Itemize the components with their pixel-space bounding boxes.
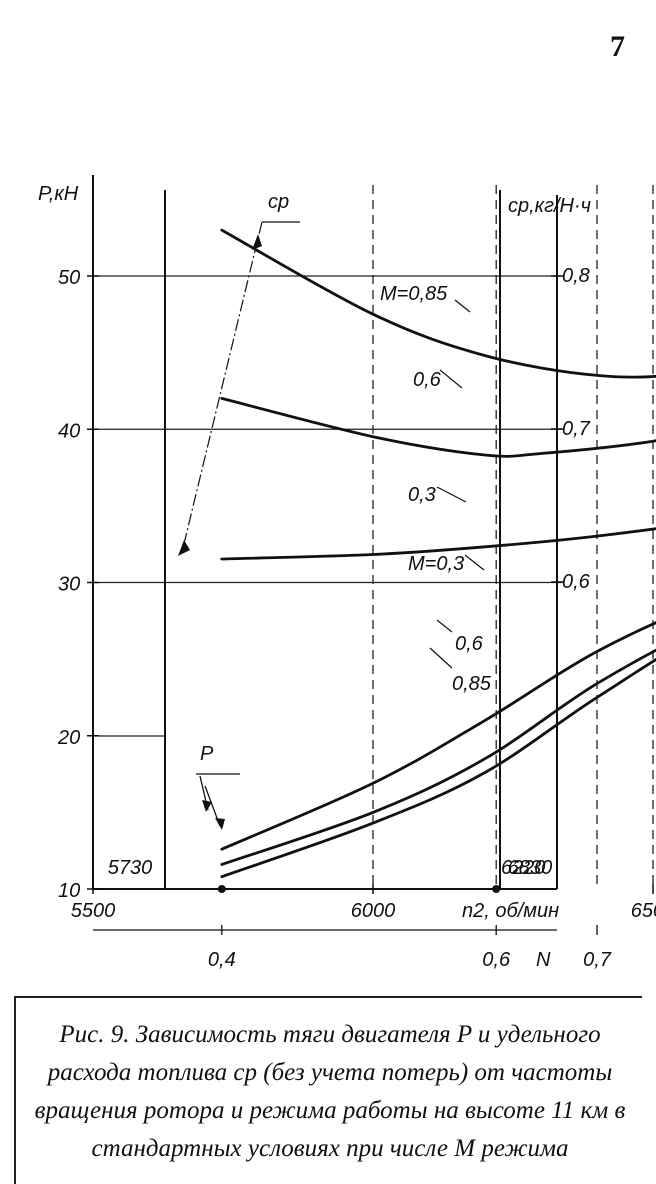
series-line-cp-0 — [220, 228, 656, 379]
cp-arrowhead-high — [252, 234, 262, 250]
left-tick-label: 20 — [57, 727, 80, 749]
left-tick-label: 50 — [58, 267, 80, 289]
series-label-leader — [436, 486, 467, 503]
series-label-1: 0,6 — [413, 369, 442, 391]
n-tick-label: 0,7 — [583, 949, 612, 971]
x-marker-label: 6830 — [508, 857, 553, 879]
chart-grid — [95, 185, 654, 889]
axis-ticks: 10 20 30 40 50 P,кН 0,6 0,7 0,8 cp,кг/Н·ч 5500 6000… — [38, 183, 656, 971]
series-label-leader — [436, 619, 453, 633]
left-tick-label: 30 — [58, 574, 80, 596]
x-marker-label: 5730 — [108, 857, 153, 879]
cp-arrowhead-low — [178, 540, 190, 556]
series-line-P-4 — [220, 648, 656, 866]
thrust-chart: 10 20 30 40 50 P,кН 0,6 0,7 0,8 cp,кг/Н·ч 5500 6000… — [38, 175, 656, 971]
series-label-4: 0,6 — [455, 633, 484, 655]
p-arrowhead — [202, 800, 212, 812]
series-label-0: M=0,85 — [380, 283, 448, 305]
series-label-5: 0,85 — [452, 673, 492, 695]
right-tick-label: 0,8 — [562, 265, 590, 287]
cp-annotation-arrow — [181, 221, 263, 553]
page-number: 7 — [610, 30, 625, 63]
series-line-cp-1 — [220, 397, 656, 458]
series-label-leader — [439, 369, 463, 389]
x-marker-dot — [492, 885, 501, 893]
left-tick-label: 40 — [58, 420, 80, 442]
n-tick-label: 0,4 — [208, 949, 236, 971]
series-label-leader — [429, 647, 453, 669]
left-axis-label: P,кН — [38, 183, 79, 205]
x-tick-label: 5500 — [71, 900, 116, 922]
n-axis-label: N — [536, 949, 551, 971]
series-line-cp-2 — [220, 527, 656, 561]
left-tick-label: 10 — [58, 880, 80, 902]
series-label-leader — [454, 299, 471, 313]
p-arrowhead — [215, 818, 225, 830]
x-tick-label: 6500 — [631, 900, 656, 922]
right-tick-label: 0,6 — [562, 571, 591, 593]
cp-annotation-label: cp — [268, 191, 289, 213]
series-group — [220, 228, 656, 879]
n-tick-label: 0,6 — [482, 949, 511, 971]
p-annotation-label: P — [200, 743, 214, 765]
series-label-2: 0,3 — [408, 484, 436, 506]
x-marker-dot — [217, 885, 226, 893]
right-tick-label: 0,7 — [562, 418, 591, 440]
chart-frame — [92, 175, 558, 931]
figure-caption: Рис. 9. Зависимость тяги двигателя P и у… — [34, 1021, 626, 1162]
right-axis-label: cp,кг/Н·ч — [508, 195, 591, 217]
series-line-P-3 — [220, 621, 656, 851]
series-label-3: M=0,3 — [408, 553, 464, 575]
chart-labels: M=0,85 0,6 0,3 M=0,3 0,6 0,85 cp P — [178, 191, 492, 830]
caption-frame — [14, 996, 642, 1184]
series-label-leader — [464, 554, 485, 571]
x-tick-label: 6000 — [351, 900, 396, 922]
series-line-P-5 — [220, 657, 656, 879]
x-marker-label: 6220 — [501, 857, 546, 879]
x-axis-label: n2, об/мин — [462, 900, 559, 922]
